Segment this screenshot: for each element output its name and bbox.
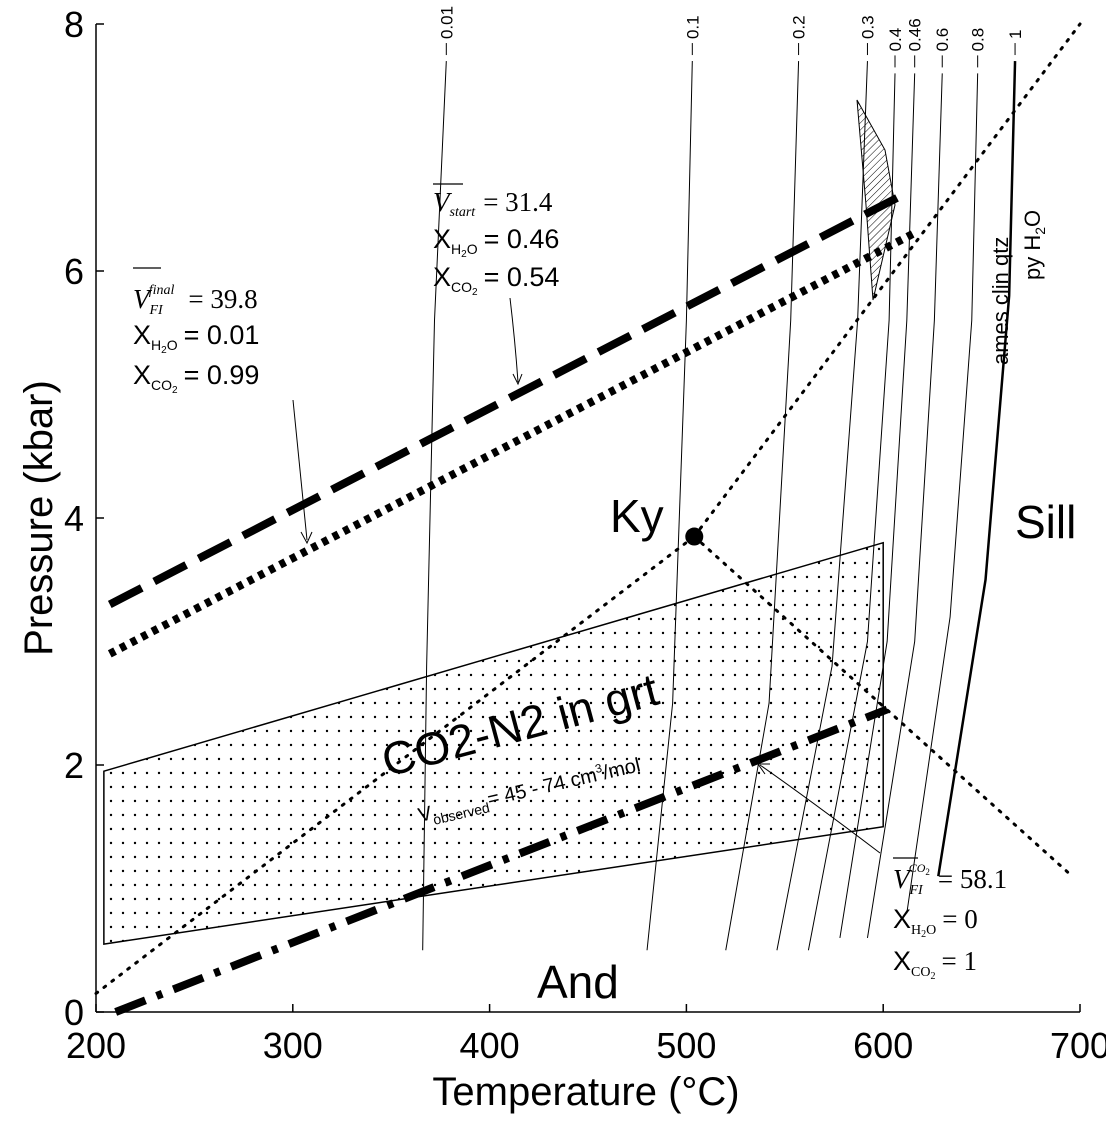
and-label: And	[537, 956, 619, 1008]
isopleth-line	[937, 61, 1017, 877]
isopleth-label: 0.4	[886, 28, 905, 52]
triple-point	[685, 527, 704, 546]
ky-label: Ky	[610, 490, 664, 542]
isopleth-label: 0.3	[858, 15, 877, 39]
svg-text:XH2O= 0.46: XH2O = 0.46	[433, 224, 559, 260]
isopleth-label: 1	[1006, 30, 1025, 39]
y-tick-label: 4	[64, 498, 84, 539]
annotation-co2: VFICO2 = 58.1 XH2O = 0 XCO2= 1	[757, 763, 1007, 982]
aluminosilicate-lines	[94, 22, 1082, 995]
isopleth-label: 0.2	[790, 15, 809, 39]
svg-text:XCO2= 0.54: XCO2= 0.54	[433, 262, 559, 298]
isochore-co2	[114, 705, 889, 1016]
y-tick-label: 6	[64, 251, 84, 292]
isopleth-label: 0.6	[933, 28, 952, 52]
isopleth-line	[776, 61, 868, 951]
isopleth-line	[866, 73, 943, 938]
annotation-final: VFIfinal = 39.8 XH2O = 0.01 XCO2= 0.99	[133, 267, 313, 545]
co2-n2-field	[103, 541, 884, 945]
ames-label-2: py H2O	[1020, 210, 1048, 280]
y-tick-label: 2	[64, 745, 84, 786]
isopleth-label: 0.46	[906, 18, 925, 51]
x-tick-label: 200	[66, 1025, 126, 1066]
x-tick-label: 700	[1050, 1025, 1106, 1066]
hatched-region	[856, 99, 896, 301]
x-tick-label: 300	[263, 1025, 323, 1066]
annotation-start: Vstart = 31.4 XH2O = 0.46 XCO2= 0.54	[433, 183, 559, 386]
and-sill-line	[692, 535, 1074, 878]
isochores	[107, 193, 915, 1016]
isopleth-line	[422, 61, 447, 951]
ames-label-1: ames clin qtz	[988, 237, 1013, 365]
sill-label: Sill	[1015, 496, 1076, 548]
x-tick-label: 400	[460, 1025, 520, 1066]
x-tick-label: 600	[853, 1025, 913, 1066]
svg-text:XH2O= 0: XH2O = 0	[893, 904, 978, 940]
isopleth-line	[906, 73, 979, 914]
y-axis-title: Pressure (kbar)	[17, 380, 61, 656]
svg-text:XCO2= 0.99: XCO2= 0.99	[133, 360, 259, 396]
isopleth-label: 0.8	[969, 28, 988, 52]
svg-text:Vstart= 31.4: Vstart = 31.4	[433, 187, 553, 220]
x-tick-label: 500	[656, 1025, 716, 1066]
isopleth-line	[839, 73, 916, 938]
isopleth-line	[646, 61, 693, 951]
isopleth-label: 0.01	[437, 6, 456, 39]
x-axis-title: Temperature (°C)	[432, 1070, 739, 1114]
y-tick-label: 0	[64, 992, 84, 1033]
isopleth-label: 0.1	[683, 15, 702, 39]
isochore-start	[107, 193, 901, 609]
ky-sill-line	[692, 22, 1082, 539]
y-tick-label: 8	[64, 4, 84, 45]
svg-text:VFIfinal= 39.8: VFIfinal = 39.8	[133, 283, 258, 318]
svg-text:VFICO2= 58.1: VFICO2 = 58.1	[893, 861, 1007, 898]
svg-text:XCO2= 1: XCO2= 1	[893, 946, 977, 982]
svg-text:XH2O= 0.01: XH2O = 0.01	[133, 320, 259, 356]
axis-ticks: 200 300 400 500 600 700 0 2 4 6 8	[64, 4, 1106, 1066]
isopleths: 0.01 0.1 0.2 0.3 0.4 0.46 0.6 0.8 1	[422, 6, 1025, 951]
isopleth-line	[725, 61, 800, 951]
